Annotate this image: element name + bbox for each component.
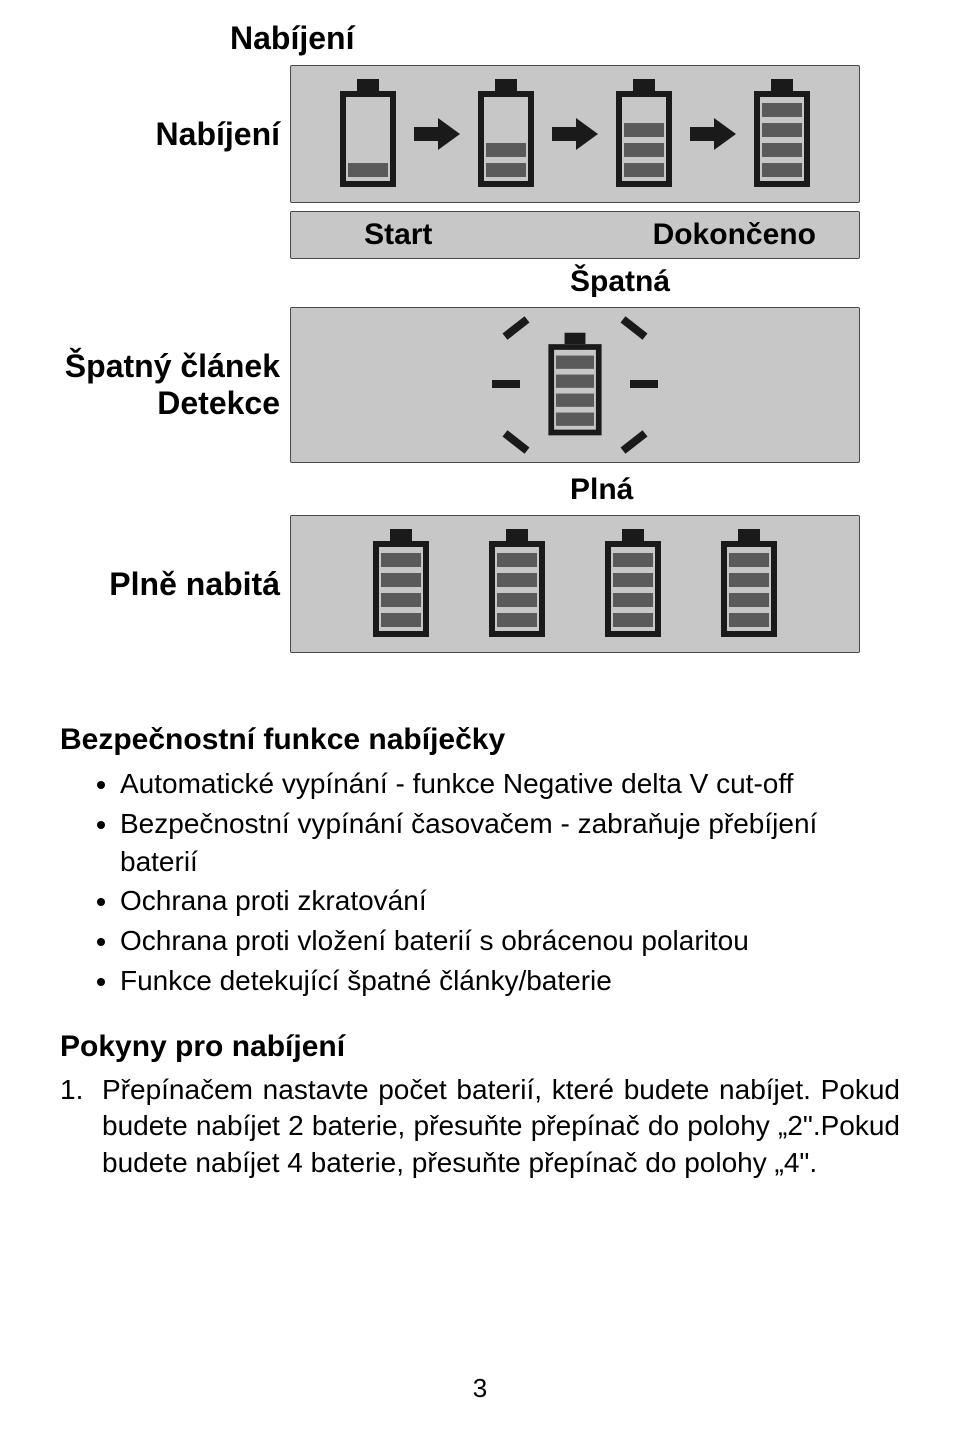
label-nabijeni-left: Nabíjení <box>60 116 290 153</box>
flashing-battery-icon <box>490 310 660 460</box>
list-item: Automatické vypínání - funkce Negative d… <box>120 765 900 803</box>
instructions-title: Pokyny pro nabíjení <box>60 1030 900 1064</box>
full-panel <box>290 515 860 653</box>
instruction-item: 1. Přepínačem nastavte počet baterií, kt… <box>60 1072 900 1181</box>
battery-icon <box>334 79 402 189</box>
label-dokonceno: Dokončeno <box>653 218 816 252</box>
text-spatny-clanek: Špatný článek <box>65 348 280 384</box>
start-done-panel: Start Dokončeno <box>290 211 860 259</box>
battery-icon <box>748 79 816 189</box>
arrow-right-icon <box>414 120 460 148</box>
text-detekce: Detekce <box>157 385 280 421</box>
battery-icon <box>472 79 540 189</box>
instruction-text: Přepínačem nastavte počet baterií, které… <box>102 1072 900 1181</box>
page-number: 3 <box>0 1373 960 1404</box>
label-spatny-clanek: Špatný článek Detekce <box>60 348 290 422</box>
battery-icon <box>715 529 783 639</box>
arrow-right-icon <box>552 120 598 148</box>
list-item: Ochrana proti zkratování <box>120 882 900 920</box>
charging-panel <box>290 65 860 203</box>
label-plna: Plná <box>570 473 900 507</box>
battery-icon <box>610 79 678 189</box>
instruction-number: 1. <box>60 1072 102 1181</box>
list-item: Bezpečnostní vypínání časovačem - zabraň… <box>120 805 900 881</box>
battery-icon <box>483 529 551 639</box>
bad-cell-panel <box>290 307 860 463</box>
list-item: Ochrana proti vložení baterií s obráceno… <box>120 922 900 960</box>
list-item: Funkce detekující špatné články/baterie <box>120 962 900 1000</box>
label-start: Start <box>364 218 432 252</box>
safety-list: Automatické vypínání - funkce Negative d… <box>60 765 900 1000</box>
battery-icon <box>599 529 667 639</box>
arrow-right-icon <box>690 120 736 148</box>
battery-icon <box>367 529 435 639</box>
label-spatna: Špatná <box>570 265 900 299</box>
label-plne-nabita: Plně nabitá <box>60 566 290 603</box>
safety-title: Bezpečnostní funkce nabíječky <box>60 723 900 757</box>
heading-nabijeni-top: Nabíjení <box>230 20 900 57</box>
